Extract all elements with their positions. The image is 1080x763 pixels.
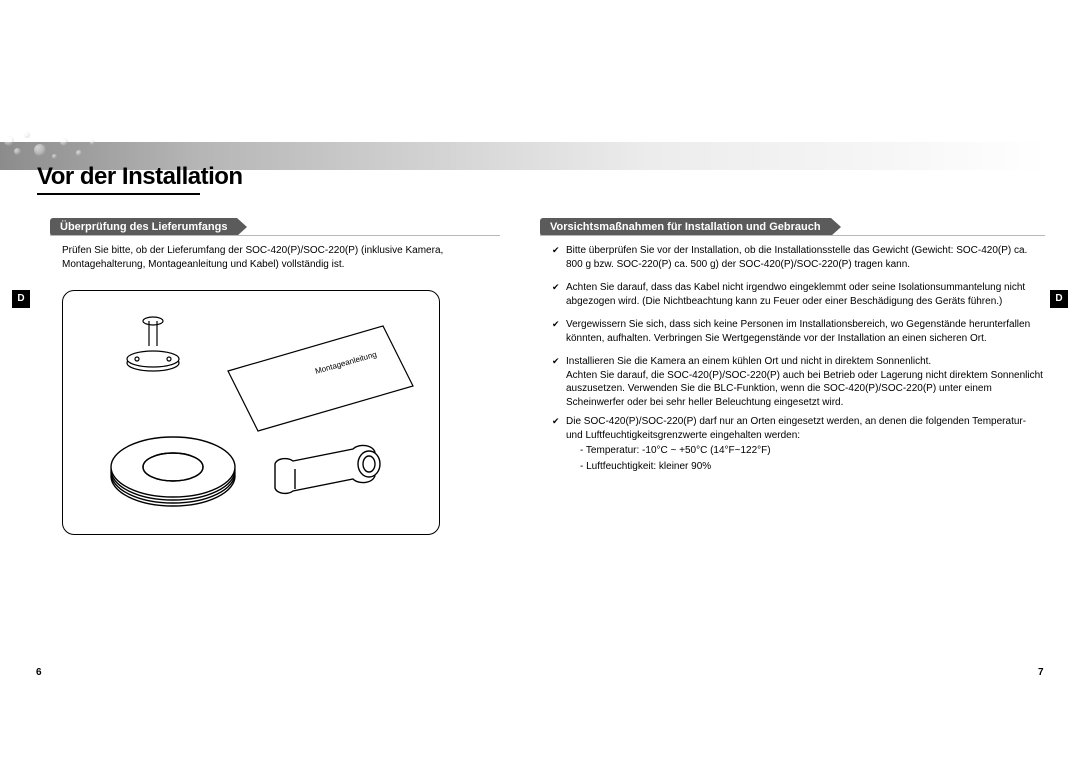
- list-item: Vergewissern Sie sich, dass sich keine P…: [552, 318, 1044, 345]
- precautions-list: Bitte überprüfen Sie vor der Installatio…: [552, 244, 1044, 483]
- page-number-left: 6: [36, 667, 42, 678]
- package-contents-illustration: Montageanleitung: [62, 290, 440, 535]
- list-item: Installieren Sie die Kamera an einem küh…: [552, 355, 1044, 409]
- left-paragraph: Prüfen Sie bitte, ob der Lieferumfang de…: [62, 244, 482, 271]
- section-title-right: Vorsichtsmaßnahmen für Installation und …: [540, 218, 831, 236]
- spec-humidity: - Luftfeuchtigkeit: kleiner 90%: [566, 460, 1044, 474]
- section-underline-right: [540, 235, 1045, 236]
- list-item-text: Die SOC-420(P)/SOC-220(P) darf nur an Or…: [566, 416, 1026, 441]
- title-underline: [37, 193, 200, 195]
- document-spread: Vor der Installation D Überprüfung des L…: [0, 0, 1080, 763]
- list-item: Bitte überprüfen Sie vor der Installatio…: [552, 244, 1044, 271]
- section-bar-left: Überprüfung des Lieferumfangs: [50, 218, 247, 236]
- page-number-right: 7: [1038, 667, 1044, 678]
- section-title-left: Überprüfung des Lieferumfangs: [50, 218, 237, 236]
- section-underline-left: [50, 235, 500, 236]
- side-tab-right: D: [1050, 290, 1068, 308]
- list-item: Die SOC-420(P)/SOC-220(P) darf nur an Or…: [552, 415, 1044, 473]
- side-tab-left: D: [12, 290, 30, 308]
- list-item-text: Installieren Sie die Kamera an einem küh…: [566, 356, 931, 367]
- list-item: Achten Sie darauf, dass das Kabel nicht …: [552, 281, 1044, 308]
- section-bar-right: Vorsichtsmaßnahmen für Installation und …: [540, 218, 841, 236]
- page-title: Vor der Installation: [37, 163, 243, 191]
- list-item-sub: Achten Sie darauf, die SOC-420(P)/SOC-22…: [566, 369, 1044, 410]
- illustration-svg: Montageanleitung: [63, 291, 441, 536]
- spec-temperature: - Temperatur: -10°C ~ +50°C (14°F~122°F): [566, 444, 1044, 458]
